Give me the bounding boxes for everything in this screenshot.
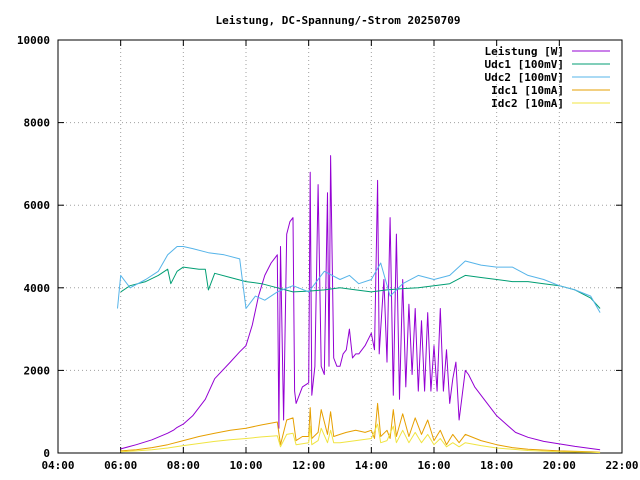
- series-line-2: [120, 266, 601, 309]
- series-line-1: [120, 155, 601, 451]
- y-tick-label: 2000: [24, 364, 51, 377]
- x-tick-label: 18:00: [480, 459, 513, 472]
- legend: Leistung [W]Udc1 [100mV]Udc2 [100mV]Idc1…: [485, 45, 610, 110]
- x-tick-label: 20:00: [543, 459, 576, 472]
- legend-label-3: Udc2 [100mV]: [485, 71, 564, 84]
- y-tick-label: 8000: [24, 117, 51, 130]
- grid: [58, 40, 622, 453]
- x-tick-label: 12:00: [292, 459, 325, 472]
- x-tick-label: 14:00: [355, 459, 388, 472]
- x-tick-label: 10:00: [229, 459, 262, 472]
- x-tick-label: 22:00: [605, 459, 638, 472]
- x-tick-label: 06:00: [104, 459, 137, 472]
- plot-frame: [57, 39, 623, 454]
- chart-title: Leistung, DC-Spannung/-Strom 20250709: [215, 14, 460, 27]
- series-layer: [117, 155, 601, 454]
- series-line-4: [120, 402, 601, 453]
- x-tick-label: 04:00: [41, 459, 74, 472]
- legend-label-5: Idc2 [10mA]: [491, 97, 564, 110]
- legend-label-2: Udc1 [100mV]: [485, 58, 564, 71]
- legend-label-1: Leistung [W]: [485, 45, 564, 58]
- series-line-5: [120, 423, 601, 454]
- series-line-3: [117, 246, 601, 313]
- x-tick-label: 16:00: [417, 459, 450, 472]
- x-tick-label: 08:00: [167, 459, 200, 472]
- axes: 04:00 06:00 08:00 10:00 12:00 14:00 16:00 18:00…: [17, 34, 639, 472]
- y-tick-label: 4000: [24, 282, 51, 295]
- legend-label-4: Idc1 [10mA]: [491, 84, 564, 97]
- y-tick-label: 6000: [24, 199, 51, 212]
- y-tick-label: 10000: [17, 34, 50, 47]
- y-tick-label: 0: [43, 447, 50, 460]
